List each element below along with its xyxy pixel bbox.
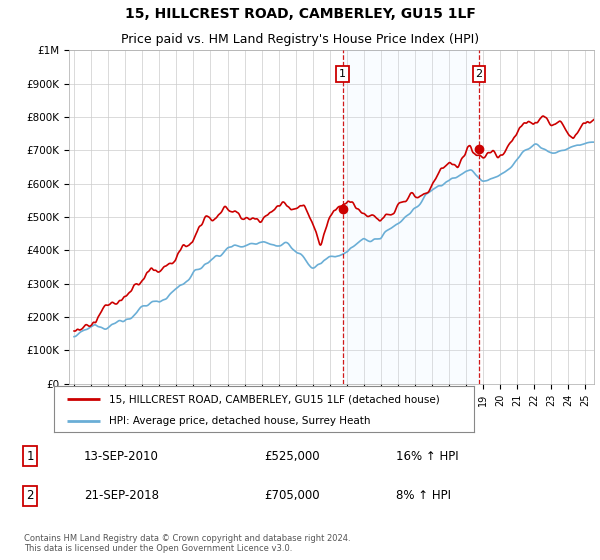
Text: 21-SEP-2018: 21-SEP-2018 xyxy=(84,489,159,502)
Text: 15, HILLCREST ROAD, CAMBERLEY, GU15 1LF: 15, HILLCREST ROAD, CAMBERLEY, GU15 1LF xyxy=(125,7,475,21)
Text: Contains HM Land Registry data © Crown copyright and database right 2024.
This d: Contains HM Land Registry data © Crown c… xyxy=(24,534,350,553)
Bar xyxy=(343,50,479,384)
Text: £525,000: £525,000 xyxy=(264,450,320,463)
Text: 13-SEP-2010: 13-SEP-2010 xyxy=(84,450,159,463)
Text: £705,000: £705,000 xyxy=(264,489,320,502)
Text: HPI: Average price, detached house, Surrey Heath: HPI: Average price, detached house, Surr… xyxy=(109,416,370,426)
Text: 2: 2 xyxy=(475,69,482,79)
Text: 2: 2 xyxy=(26,489,34,502)
Text: 16% ↑ HPI: 16% ↑ HPI xyxy=(396,450,458,463)
Text: Price paid vs. HM Land Registry's House Price Index (HPI): Price paid vs. HM Land Registry's House … xyxy=(121,34,479,46)
Text: 1: 1 xyxy=(26,450,34,463)
Text: 8% ↑ HPI: 8% ↑ HPI xyxy=(396,489,451,502)
Text: 15, HILLCREST ROAD, CAMBERLEY, GU15 1LF (detached house): 15, HILLCREST ROAD, CAMBERLEY, GU15 1LF … xyxy=(109,394,439,404)
Text: 1: 1 xyxy=(339,69,346,79)
